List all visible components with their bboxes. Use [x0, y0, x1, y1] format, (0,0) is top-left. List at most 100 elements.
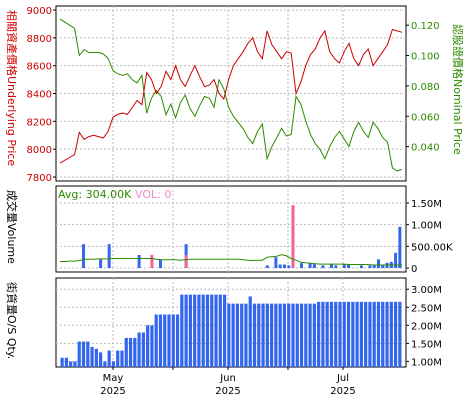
nominal-tick-label: 0.100 — [411, 52, 440, 63]
price-panel-grid — [56, 6, 406, 181]
volume-bar — [278, 264, 282, 268]
nominal-axis-ticks: 0.040 0.060 0.080 0.100 0.120 — [406, 21, 440, 154]
os-qty-bar — [308, 303, 312, 367]
nominal-tick-label: 0.040 — [411, 143, 440, 154]
os-qty-bar — [81, 341, 86, 367]
os-qty-bar — [376, 301, 381, 367]
os-qty-bar — [103, 361, 107, 367]
volume-bar — [372, 265, 376, 268]
os-qty-bar — [364, 301, 368, 367]
os-qty-bar — [282, 303, 287, 367]
os-qty-bar — [205, 294, 210, 367]
os-qty-bar — [64, 357, 69, 367]
x-year-label: 2025 — [330, 386, 355, 397]
volume-bar — [368, 265, 372, 268]
os-qty-bar — [351, 301, 355, 367]
os-qty-bar — [141, 332, 145, 367]
os-qty-bar — [86, 341, 90, 367]
os-qty-bar — [389, 301, 393, 367]
os-qty-bar — [312, 303, 316, 367]
os-qty-bar — [342, 301, 346, 367]
os-qty-bar — [265, 303, 269, 367]
os-qty-bar — [218, 294, 222, 367]
x-month-label: Jul — [336, 373, 349, 384]
os-qty-axis-label: 街貨量O/S Qty. — [5, 282, 19, 359]
os-qty-bar — [398, 301, 402, 367]
volume-bar — [107, 244, 111, 268]
volume-bar — [342, 264, 346, 268]
os-qty-bar — [291, 303, 295, 367]
os-qty-bar — [111, 361, 116, 367]
volume-bar — [381, 265, 385, 268]
os-qty-bar — [385, 301, 389, 367]
nominal-axis-label: 認股證價格Nominal Price — [451, 24, 465, 155]
os-qty-bar — [77, 341, 81, 367]
nominal-tick-label: 0.120 — [411, 21, 440, 32]
os-qty-bar — [90, 346, 94, 367]
os-qty-bar — [355, 301, 359, 367]
x-year-label: 2025 — [215, 386, 240, 397]
os-qty-bar — [359, 301, 363, 367]
os-qty-bar — [381, 301, 385, 367]
nominal-price-line — [59, 18, 403, 172]
volume-bar — [137, 255, 141, 268]
volume-bar — [282, 264, 286, 268]
volume-bar — [347, 264, 351, 268]
underlying-tick-label: 8800 — [27, 34, 52, 45]
os-qty-bar — [325, 301, 329, 367]
os-qty-bar — [317, 301, 321, 367]
os-qty-bar — [257, 303, 261, 367]
volume-bar-alt — [291, 205, 295, 268]
os-qty-bar — [287, 303, 291, 367]
os-qty-bar — [167, 314, 171, 367]
os-qty-bar — [299, 303, 304, 367]
volume-axis-ticks: 0 500.00K 1.00M 1.50M — [406, 199, 453, 275]
os-qty-bar — [137, 332, 141, 367]
os-qty-bar — [368, 301, 372, 367]
os-qty-bar — [133, 337, 137, 367]
volume-tick-label: 1.50M — [411, 199, 442, 210]
os-qty-bar — [107, 350, 111, 367]
underlying-price-line — [59, 28, 403, 164]
os-qty-bar — [393, 301, 398, 367]
os-qty-tick-label: 1.50M — [411, 339, 442, 350]
os-qty-bar — [154, 314, 158, 367]
underlying-tick-label: 8600 — [27, 62, 52, 73]
os-qty-bar — [274, 303, 278, 367]
os-qty-bar — [128, 337, 133, 367]
os-qty-bar — [210, 294, 214, 367]
os-qty-tick-label: 1.00M — [411, 357, 442, 368]
volume-panel-frame — [55, 185, 407, 273]
os-qty-bar — [248, 296, 252, 367]
x-month-label: Jun — [219, 373, 236, 384]
volume-bar — [321, 265, 325, 268]
underlying-tick-label: 8400 — [27, 90, 52, 101]
os-qty-bar — [201, 294, 205, 367]
volume-tick-label: 0 — [411, 264, 417, 275]
nominal-tick-label: 0.060 — [411, 112, 440, 123]
os-qty-bar — [338, 301, 342, 367]
os-qty-bar — [261, 303, 265, 367]
os-qty-tick-label: 2.00M — [411, 321, 442, 332]
os-qty-bar — [94, 348, 98, 367]
underlying-tick-label: 7800 — [27, 173, 52, 184]
underlying-tick-label: 8000 — [27, 145, 52, 156]
volume-bar — [376, 259, 380, 268]
volume-tick-label: 500.00K — [411, 242, 453, 253]
volume-bar — [265, 265, 269, 268]
os-qty-bars — [60, 294, 402, 367]
os-qty-bar — [150, 325, 154, 367]
underlying-axis-label: 相關資產價格Underlying Price — [5, 10, 19, 166]
os-qty-bar — [158, 314, 163, 367]
os-qty-bar — [180, 294, 184, 367]
volume-bar — [158, 259, 162, 268]
os-qty-bar — [329, 301, 334, 367]
os-qty-bar — [73, 361, 77, 367]
os-qty-bar — [99, 352, 103, 367]
os-qty-bar — [295, 303, 299, 367]
underlying-tick-label: 9000 — [27, 6, 52, 17]
os-qty-panel: 1.00M 1.50M 2.00M 2.50M 3.00M 街貨量O/S Qty. — [5, 277, 442, 368]
